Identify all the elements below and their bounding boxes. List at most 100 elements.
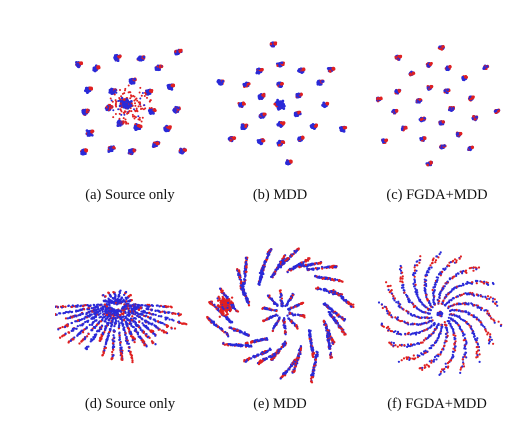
scatter-point [138,320,141,324]
scatter-point [143,319,147,322]
scatter-point [137,308,141,312]
scatter-point [296,94,299,98]
scatter-point [115,91,118,94]
scatter-point [121,322,124,325]
scatter-point [161,321,164,325]
scatter-point [295,113,298,117]
scatter-point [448,106,452,110]
scatter-point [118,104,122,108]
scatter-point [124,310,127,314]
scatter-point [139,57,143,60]
scatter-point [119,98,122,101]
scatter-point [154,309,157,312]
scatter-point [134,123,137,126]
scatter-point [443,89,447,93]
scatter-point [142,331,145,335]
scatter-point [160,329,164,332]
scatter-point [97,65,100,68]
scatter-point [297,68,301,71]
scatter-point [261,139,264,143]
scatter-point [136,311,139,315]
scatter-point [133,340,136,344]
scatter-point [131,113,134,116]
scatter-point [155,326,158,329]
scatter-point [385,138,388,142]
scatter-point [138,116,141,119]
scatter-point [129,79,133,83]
scatter-point [118,117,121,120]
scatter-point [261,68,264,71]
scatter-point [112,116,115,119]
scatter-point [134,102,136,105]
scatter-point [132,320,135,323]
scatter-point [117,320,120,323]
scatter-point [125,321,128,324]
scatter-point [276,102,280,105]
scatter-point [298,137,302,140]
scatter-point [114,102,117,105]
panel-b-plot [216,41,348,166]
scatter-point [438,45,442,49]
scatter-point [475,115,479,119]
scatter-point [125,105,129,109]
scatter-point [146,315,150,319]
scatter-point [124,110,127,113]
scatter-point [397,89,401,93]
scatter-point [145,326,148,329]
scatter-point [113,93,116,96]
scatter-point [170,326,173,329]
scatter-point [145,311,148,315]
scatter-point [168,318,171,321]
caption-a: (a) Source only [85,187,175,203]
scatter-point [118,112,121,115]
scatter-point [278,85,282,88]
scatter-point [138,315,141,319]
scatter-point [116,124,120,127]
scatter-point [144,91,146,94]
scatter-point [171,83,175,87]
scatter-point [151,322,154,325]
scatter-point [451,107,455,110]
scatter-point [142,55,146,59]
scatter-point [122,98,126,101]
scatter-point [497,109,500,113]
scatter-point [485,65,489,68]
scatter-point [114,104,117,107]
scatter-point [135,107,138,110]
scatter-point [327,67,331,70]
scatter-point [86,109,89,112]
scatter-point [464,74,468,78]
scatter-point [158,310,161,313]
scatter-point [121,102,125,106]
scatter-point [120,348,123,351]
scatter-point [179,151,183,154]
scatter-point [113,89,117,93]
scatter-point [138,91,141,94]
scatter-point [118,338,121,342]
scatter-point [399,54,403,58]
scatter-point [126,318,129,321]
scatter-point [179,49,183,53]
caption-b: (b) MDD [252,187,308,203]
scatter-point [154,313,157,317]
scatter-point [131,360,134,364]
scatter-point [153,109,157,112]
scatter-point [117,108,120,111]
scatter-point [139,97,142,100]
scatter-point [157,327,160,330]
scatter-point [418,98,422,101]
scatter-point [166,316,169,320]
scatter-point [217,81,220,84]
scatter-point [109,103,112,106]
scatter-point [278,64,282,68]
scatter-point [127,311,130,314]
scatter-point [165,305,168,308]
scatter-point [429,161,433,164]
scatter-point [141,322,144,325]
scatter-point [394,56,398,59]
scatter-point [134,321,137,325]
scatter-point [132,149,136,153]
scatter-point [136,127,139,131]
scatter-point [282,107,286,110]
